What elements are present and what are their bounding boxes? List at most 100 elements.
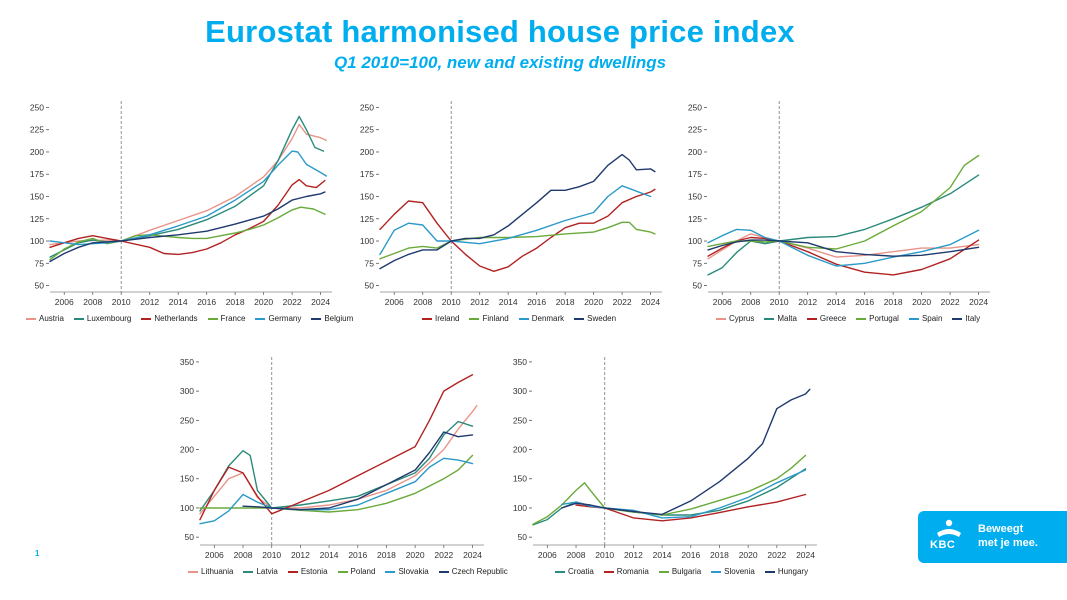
x-tick-label: 2010	[112, 297, 131, 307]
legend-item-czech-republic: Czech Republic	[438, 567, 508, 576]
legend-swatch	[188, 570, 198, 573]
x-tick-label: 2014	[653, 550, 672, 560]
y-tick-label: 350	[513, 357, 527, 367]
y-tick-label: 250	[688, 102, 702, 112]
y-tick-label: 50	[185, 532, 195, 542]
chart-panel-northern-europe: 50 75 100 125 150 175 200 225 250 2006 2008 2010 201…	[352, 97, 670, 323]
legend-swatch	[337, 570, 348, 573]
series-line-france	[49, 206, 326, 261]
legend-swatch	[952, 317, 963, 320]
chart-panel-south-eastern: 50 100 150 200 250 300 350 2006 2008 2010 2012 2014…	[505, 353, 825, 576]
series-line-latvia	[199, 420, 474, 512]
y-tick-label: 50	[365, 281, 375, 291]
series-line-netherlands	[49, 178, 326, 256]
legend-label: Cyprus	[729, 314, 755, 323]
legend-swatch	[908, 317, 919, 320]
legend-item-austria: Austria	[26, 314, 64, 323]
x-tick-label: 2018	[710, 550, 729, 560]
chart-legend: Cyprus Malta Greece Portugal Spain Italy	[716, 314, 980, 323]
series-line-malta	[707, 174, 980, 276]
x-tick-label: 2022	[767, 550, 786, 560]
x-tick-label: 2006	[55, 297, 74, 307]
series-line-luxembourg	[49, 115, 325, 258]
kbc-tagline-line2: met je mee.	[978, 537, 1038, 549]
x-tick-label: 2024	[641, 297, 660, 307]
y-tick-label: 200	[180, 445, 194, 455]
legend-label: Denmark	[531, 314, 565, 323]
x-tick-label: 2020	[739, 550, 758, 560]
y-tick-label: 225	[688, 125, 702, 135]
y-tick-label: 100	[360, 236, 374, 246]
x-tick-label: 2018	[226, 297, 245, 307]
legend-item-spain: Spain	[908, 314, 942, 323]
series-line-sweden	[379, 153, 656, 270]
y-tick-label: 200	[30, 147, 44, 157]
x-tick-label: 2014	[169, 297, 188, 307]
legend-item-ireland: Ireland	[422, 314, 459, 323]
y-tick-label: 75	[693, 258, 703, 268]
y-tick-label: 350	[180, 357, 194, 367]
legend-label: Belgium	[324, 314, 354, 323]
x-tick-label: 2012	[140, 297, 159, 307]
chart-panel-baltic-central: 50 100 150 200 250 300 350 2006 2008 2010 2012 2014…	[172, 353, 508, 576]
chart-legend: Croatia Romania Bulgaria Slovenia Hungary	[555, 567, 808, 576]
series-line-bulgaria	[532, 454, 807, 525]
series-line-lithuania	[199, 405, 478, 515]
legend-label: Croatia	[568, 567, 594, 576]
chart-svg-southern-europe: 50 75 100 125 150 175 200 225 250 2006 2008 2010 201…	[688, 101, 990, 307]
x-tick-label: 2024	[796, 550, 815, 560]
legend-swatch	[287, 570, 298, 573]
series-line-hungary	[561, 388, 811, 516]
legend-item-netherlands: Netherlands	[141, 314, 198, 323]
x-tick-label: 2016	[197, 297, 216, 307]
legend-label: Luxembourg	[86, 314, 132, 323]
legend-swatch	[518, 317, 529, 320]
legend-swatch	[255, 317, 266, 320]
y-tick-label: 100	[513, 503, 527, 513]
legend-label: Czech Republic	[451, 567, 508, 576]
x-tick-label: 2010	[595, 550, 614, 560]
y-tick-label: 250	[30, 102, 44, 112]
legend-label: Netherlands	[154, 314, 198, 323]
y-tick-label: 150	[180, 474, 194, 484]
x-tick-label: 2018	[884, 297, 903, 307]
legend-item-belgium: Belgium	[311, 314, 353, 323]
chart-svg-baltic-central: 50 100 150 200 250 300 350 2006 2008 2010 2012 2014…	[180, 357, 484, 560]
x-tick-label: 2006	[205, 550, 224, 560]
y-tick-label: 300	[513, 386, 527, 396]
y-tick-label: 100	[180, 503, 194, 513]
legend-label: Portugal	[869, 314, 899, 323]
x-tick-label: 2014	[827, 297, 846, 307]
legend-swatch	[764, 317, 775, 320]
y-tick-label: 75	[365, 258, 375, 268]
page-title: Eurostat harmonised house price index	[205, 14, 795, 49]
legend-label: Slovakia	[398, 567, 429, 576]
y-tick-label: 175	[360, 169, 374, 179]
kbc-brand-box: KBC Beweegt met je mee.	[918, 511, 1067, 563]
x-tick-label: 2014	[499, 297, 518, 307]
y-tick-label: 225	[360, 125, 374, 135]
legend-swatch	[141, 317, 152, 320]
legend-label: Austria	[39, 314, 64, 323]
x-tick-label: 2024	[463, 550, 482, 560]
legend-item-luxembourg: Luxembourg	[73, 314, 132, 323]
x-tick-label: 2022	[613, 297, 632, 307]
series-line-italy	[707, 239, 980, 257]
kbc-logo-text: KBC	[930, 539, 956, 551]
y-tick-label: 100	[688, 236, 702, 246]
y-tick-label: 100	[30, 236, 44, 246]
legend-item-finland: Finland	[469, 314, 509, 323]
legend-item-bulgaria: Bulgaria	[658, 567, 701, 576]
chart-svg-western-europe: 50 75 100 125 150 175 200 225 250 2006 2008 2010 201…	[30, 101, 332, 307]
slide-number: 1	[35, 549, 40, 558]
x-tick-label: 2006	[538, 550, 557, 560]
legend-label: Hungary	[777, 567, 809, 576]
legend-swatch	[574, 317, 585, 320]
y-tick-label: 200	[688, 147, 702, 157]
series-line-belgium	[49, 191, 326, 263]
series-line-spain	[707, 228, 980, 267]
legend-item-slovenia: Slovenia	[711, 567, 755, 576]
legend-swatch	[243, 570, 254, 573]
y-tick-label: 200	[360, 147, 374, 157]
legend-item-estonia: Estonia	[287, 567, 328, 576]
